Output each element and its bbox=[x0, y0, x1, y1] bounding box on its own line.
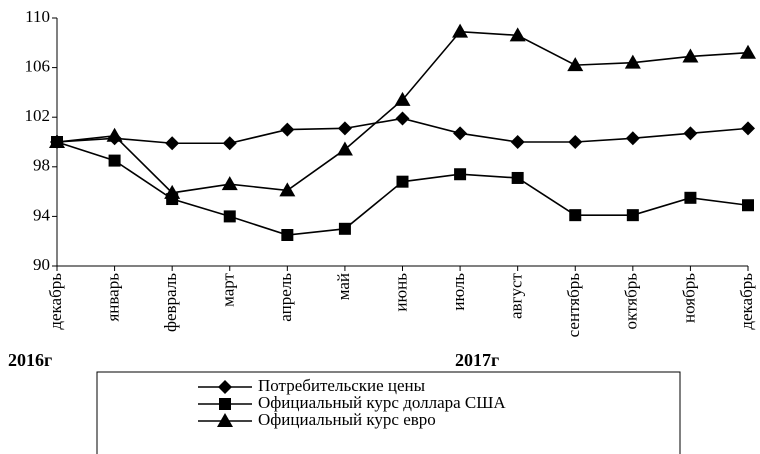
point bbox=[337, 121, 352, 136]
point bbox=[626, 209, 639, 222]
legend-marker bbox=[217, 413, 233, 427]
point bbox=[741, 121, 755, 136]
point bbox=[682, 48, 699, 63]
x-tick-label: март bbox=[219, 272, 238, 306]
legend-label: Потребительские цены bbox=[258, 376, 426, 395]
point bbox=[511, 171, 524, 184]
legend-box bbox=[96, 371, 681, 454]
point bbox=[279, 182, 296, 197]
legend-marker bbox=[219, 398, 231, 410]
point bbox=[222, 136, 237, 151]
point bbox=[568, 135, 583, 149]
point bbox=[280, 122, 295, 137]
point bbox=[452, 23, 469, 38]
point bbox=[164, 184, 181, 199]
y-tick-label: 94 bbox=[33, 205, 51, 224]
point bbox=[395, 111, 410, 126]
x-tick-label: декабрь bbox=[737, 273, 756, 330]
point bbox=[394, 91, 411, 106]
y-tick-label: 110 bbox=[25, 7, 50, 26]
y-tick-label: 98 bbox=[33, 156, 50, 175]
point bbox=[108, 154, 121, 167]
x-tick-label: сентябрь bbox=[564, 273, 583, 338]
point bbox=[338, 222, 351, 235]
x-tick-label: январь bbox=[103, 273, 122, 322]
x-tick-label: декабрь bbox=[46, 273, 65, 330]
x-tick-label: ноябрь bbox=[679, 273, 698, 323]
x-tick-label: октябрь bbox=[622, 273, 641, 330]
annotation: 2016г bbox=[8, 350, 52, 370]
point bbox=[567, 57, 584, 72]
x-tick-label: август bbox=[507, 272, 526, 319]
point bbox=[625, 131, 640, 146]
point bbox=[569, 209, 582, 222]
legend-label: Официальный курс евро bbox=[258, 410, 436, 429]
x-tick-label: июль bbox=[449, 273, 468, 311]
point bbox=[624, 54, 641, 69]
point bbox=[281, 229, 294, 241]
annotation: 2017г bbox=[455, 350, 499, 370]
point bbox=[509, 27, 526, 42]
point bbox=[223, 210, 236, 223]
x-tick-label: февраль bbox=[161, 273, 180, 332]
y-tick-label: 106 bbox=[25, 57, 51, 76]
point bbox=[683, 126, 698, 141]
y-tick-label: 102 bbox=[25, 106, 51, 125]
series-line bbox=[56, 141, 749, 236]
legend-label: Официальный курс доллара США bbox=[258, 393, 506, 412]
point bbox=[742, 199, 754, 212]
point bbox=[684, 191, 697, 204]
x-tick-label: апрель bbox=[276, 273, 295, 322]
point bbox=[165, 136, 180, 151]
point bbox=[510, 135, 525, 149]
point bbox=[336, 141, 353, 156]
x-tick-label: май bbox=[334, 273, 353, 300]
point bbox=[49, 134, 65, 148]
point bbox=[221, 176, 238, 191]
point bbox=[396, 175, 409, 188]
point bbox=[740, 44, 756, 59]
legend-marker bbox=[218, 380, 232, 394]
point bbox=[106, 127, 123, 142]
point bbox=[454, 168, 467, 181]
point bbox=[453, 126, 468, 141]
x-tick-label: июнь bbox=[391, 273, 410, 312]
y-tick-label: 90 bbox=[33, 255, 50, 274]
